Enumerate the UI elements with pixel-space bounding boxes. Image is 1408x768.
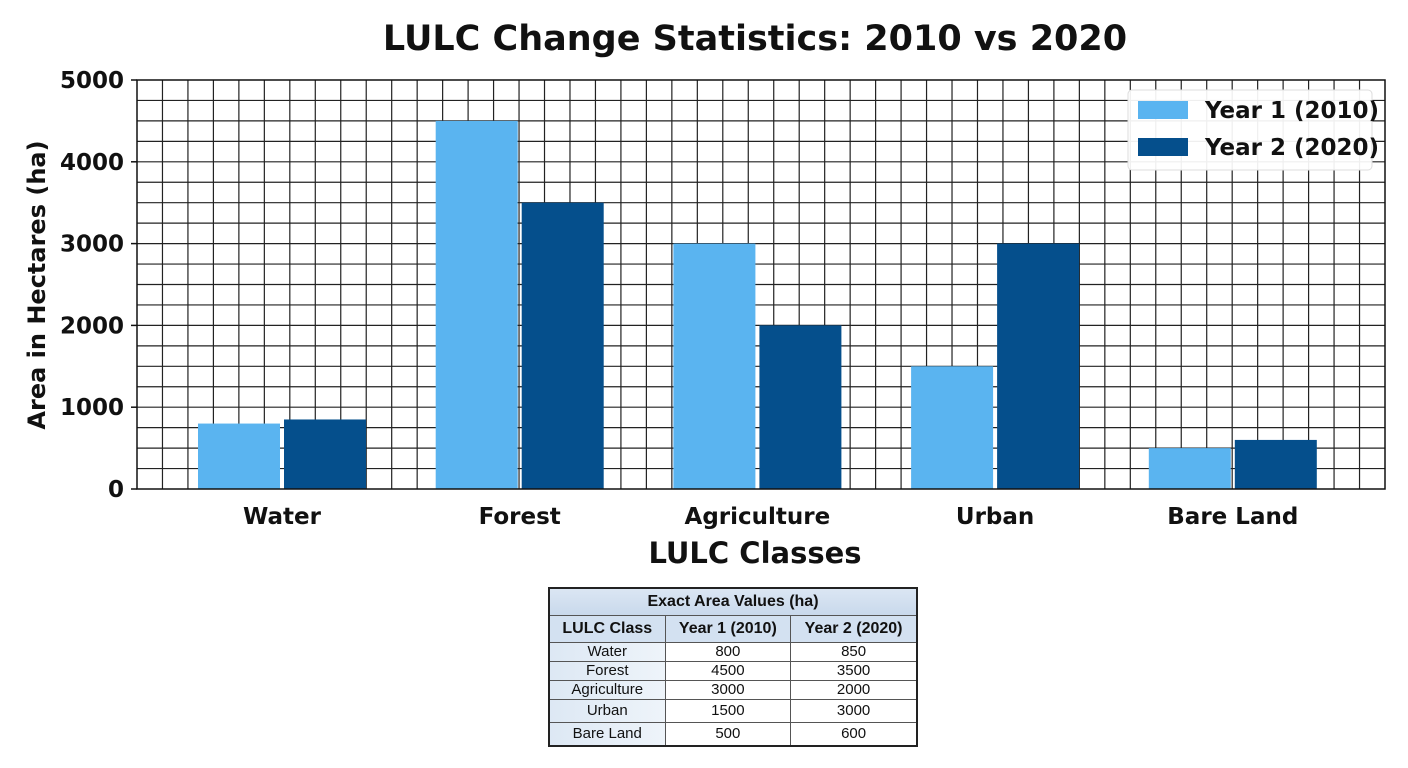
bar-urban-series-1 bbox=[911, 366, 994, 489]
bar-agriculture-series-2 bbox=[759, 325, 842, 489]
table-header: Year 1 (2010) bbox=[664, 615, 792, 643]
table-cell: Bare Land bbox=[548, 722, 666, 747]
x-axis-label: LULC Classes bbox=[648, 536, 861, 570]
plot-frame bbox=[136, 79, 1386, 490]
table-cell: Forest bbox=[548, 661, 666, 681]
table-row: Water 800 850 bbox=[548, 642, 918, 662]
table-row: Agriculture 3000 2000 bbox=[548, 680, 918, 700]
table-row: Forest 4500 3500 bbox=[548, 661, 918, 681]
exact-values-table: Exact Area Values (ha) LULC Class Year 1… bbox=[548, 587, 918, 747]
legend: Year 1 (2010) Year 2 (2020) bbox=[1127, 89, 1379, 171]
legend-label: Year 1 (2010) bbox=[1204, 98, 1379, 124]
table-cell: 850 bbox=[790, 642, 918, 662]
table-cell: 3500 bbox=[790, 661, 918, 681]
x-axis-ticks: Water Forest Agriculture Urban Bare Land bbox=[243, 504, 1298, 530]
table-header: LULC Class bbox=[548, 615, 666, 643]
table-cell: Water bbox=[548, 642, 666, 662]
chart-title: LULC Change Statistics: 2010 vs 2020 bbox=[383, 19, 1127, 59]
bar-forest-series-1 bbox=[435, 120, 518, 490]
x-tick-label: Water bbox=[243, 504, 322, 530]
table-cell: Agriculture bbox=[548, 680, 666, 700]
bar-bare-land-series-2 bbox=[1234, 439, 1317, 489]
bar-bare-land-series-1 bbox=[1148, 448, 1231, 489]
table-cell: 2000 bbox=[790, 680, 918, 700]
y-axis-ticks: 0 1000 2000 3000 4000 5000 bbox=[60, 68, 137, 503]
legend-swatch bbox=[1138, 101, 1188, 119]
table-cell: 500 bbox=[664, 722, 792, 747]
table-row: Bare Land 500 600 bbox=[548, 722, 918, 747]
table-cell: 800 bbox=[664, 642, 792, 662]
bar-agriculture-series-1 bbox=[673, 243, 756, 489]
y-tick-label: 4000 bbox=[60, 150, 124, 176]
table-row: Urban 1500 3000 bbox=[548, 699, 918, 723]
y-tick-label: 3000 bbox=[60, 232, 124, 258]
table-cell: 3000 bbox=[790, 699, 918, 723]
y-tick-label: 1000 bbox=[60, 395, 124, 421]
bar-chart: LULC Change Statistics: 2010 vs 2020 0 10… bbox=[23, 19, 1386, 570]
x-tick-label: Forest bbox=[479, 504, 561, 530]
legend-swatch bbox=[1138, 138, 1188, 156]
x-tick-label: Urban bbox=[956, 504, 1034, 530]
table-cell: 3000 bbox=[664, 680, 792, 700]
x-tick-label: Agriculture bbox=[685, 504, 831, 530]
table-cell: 4500 bbox=[664, 661, 792, 681]
y-axis-label: Area in Hectares (ha) bbox=[23, 140, 51, 429]
legend-label: Year 2 (2020) bbox=[1204, 135, 1379, 161]
table-header: Year 2 (2020) bbox=[790, 615, 918, 643]
y-tick-label: 5000 bbox=[60, 68, 124, 94]
x-tick-label: Bare Land bbox=[1167, 504, 1298, 530]
bar-water-series-2 bbox=[284, 419, 366, 489]
table-caption: Exact Area Values (ha) bbox=[548, 587, 918, 616]
bar-forest-series-2 bbox=[521, 202, 604, 489]
y-tick-label: 2000 bbox=[60, 313, 124, 339]
bar-urban-series-2 bbox=[997, 243, 1080, 489]
bars bbox=[198, 120, 1317, 490]
y-tick-label: 0 bbox=[108, 477, 124, 503]
table-cell: Urban bbox=[548, 699, 666, 723]
table-cell: 600 bbox=[790, 722, 918, 747]
bar-water-series-1 bbox=[198, 423, 280, 489]
table-cell: 1500 bbox=[664, 699, 792, 723]
